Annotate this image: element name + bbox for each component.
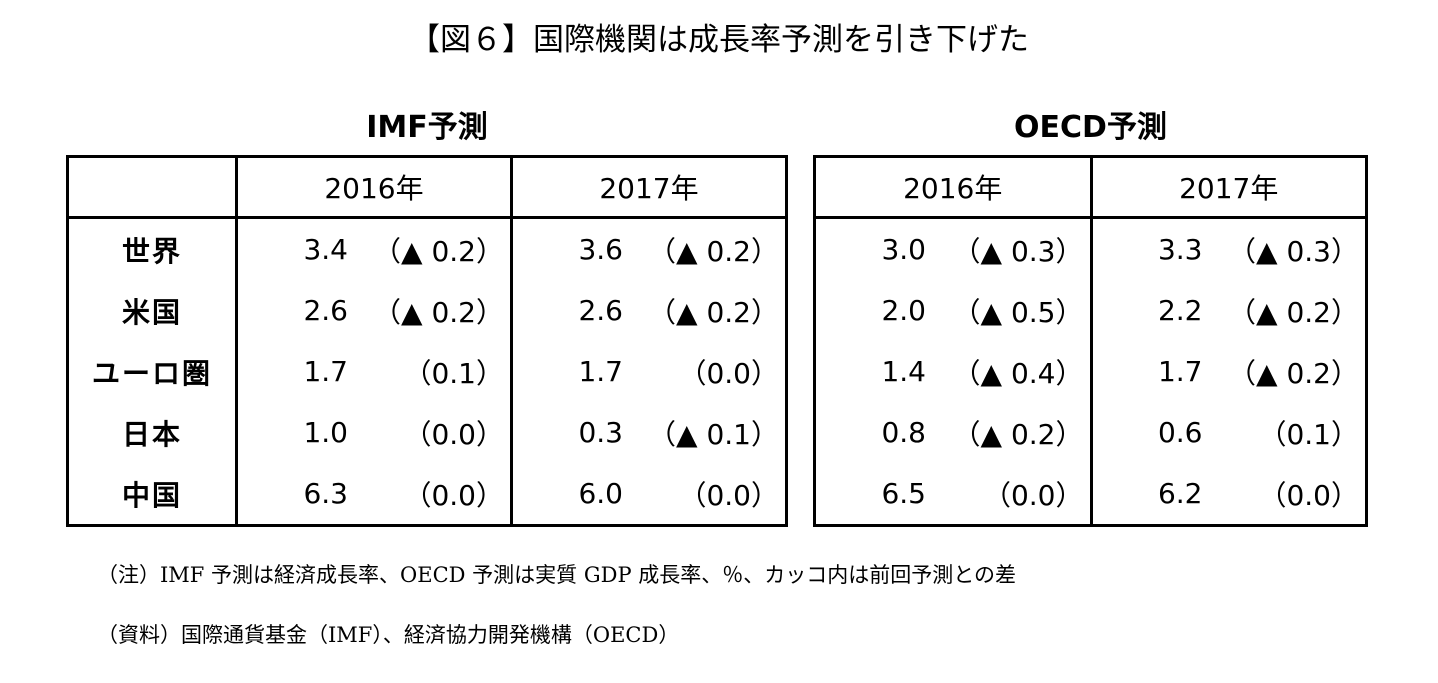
forecast-change: （▲ 0.4） [952, 356, 1084, 390]
imf-cell-y2017: 0.3 （▲ 0.1） [510, 402, 787, 463]
region-label: 米国 [121, 295, 182, 329]
imf-heading: IMF予測 [366, 110, 488, 145]
oecd-cell-y2016: 2.0 （▲ 0.5） [815, 280, 1092, 341]
forecast-change: （▲ 0.1） [648, 417, 779, 451]
forecast-change: （0.0） [403, 417, 504, 451]
forecast-change: （▲ 0.3） [952, 234, 1084, 268]
oecd-cell-y2017: 6.2 （0.0） [1089, 463, 1367, 526]
forecast-change: （▲ 0.2） [648, 234, 779, 268]
forecast-value: 2.2 [1157, 294, 1203, 327]
oecd-table-row: 3.0 （▲ 0.3） 3.3 （▲ 0.3） [815, 217, 1367, 281]
forecast-value: 1.7 [303, 355, 348, 388]
source-note: （資料）国際通貨基金（IMF）、経済協力開発機構（OECD） [97, 623, 680, 647]
forecast-change: （▲ 0.2） [1228, 356, 1359, 390]
imf-year-2016: 2016年 [235, 156, 512, 219]
forecast-change: （0.1） [1258, 417, 1359, 451]
forecast-change: （▲ 0.2） [1228, 295, 1359, 329]
oecd-heading: OECD予測 [1014, 110, 1167, 145]
forecast-value: 3.3 [1157, 233, 1203, 266]
imf-table-row: 世界 3.4 （▲ 0.2） 3.6 （▲ 0.2） [68, 217, 787, 280]
forecast-change: （▲ 0.2） [952, 417, 1084, 451]
imf-table-row: 中国 6.3 （0.0） 6.0 （0.0） [68, 463, 787, 526]
imf-cell-y2016: 2.6 （▲ 0.2） [235, 280, 512, 341]
imf-cell-y2016: 6.3 （0.0） [235, 463, 512, 526]
forecast-value: 3.4 [303, 233, 348, 266]
oecd-cell-y2016: 6.5 （0.0） [815, 463, 1092, 526]
region-label: ユーロ圏 [91, 356, 212, 390]
forecast-change: （▲ 0.2） [373, 234, 504, 268]
imf-header-corner [67, 156, 237, 219]
oecd-table-row: 1.4 （▲ 0.4） 1.7 （▲ 0.2） [815, 341, 1367, 402]
forecast-change: （▲ 0.3） [1228, 234, 1359, 268]
forecast-value: 1.0 [303, 416, 348, 449]
oecd-cell-y2017: 1.7 （▲ 0.2） [1089, 341, 1367, 402]
oecd-year-2017: 2017年 [1089, 156, 1367, 219]
forecast-value: 0.6 [1157, 416, 1203, 449]
imf-cell-y2017: 1.7 （0.0） [510, 341, 787, 402]
oecd-cell-y2017: 3.3 （▲ 0.3） [1089, 217, 1367, 280]
forecast-value: 3.0 [881, 233, 926, 266]
forecast-value: 1.7 [578, 355, 623, 388]
imf-cell-y2016: 1.0 （0.0） [235, 402, 512, 463]
imf-cell-y2017: 6.0 （0.0） [510, 463, 787, 526]
imf-table-row: 米国 2.6 （▲ 0.2） 2.6 （▲ 0.2） [68, 280, 787, 341]
figure-title: 【図６】国際機関は成長率予測を引き下げた [409, 22, 1029, 58]
forecast-change: （0.0） [403, 478, 504, 512]
imf-cell-y2017: 3.6 （▲ 0.2） [510, 217, 787, 280]
imf-table-row: ユーロ圏 1.7 （0.1） 1.7 （0.0） [68, 341, 787, 402]
oecd-cell-y2017: 2.2 （▲ 0.2） [1089, 280, 1367, 341]
forecast-value: 1.7 [1157, 355, 1203, 388]
imf-header-row: 2016年 2017年 [67, 156, 787, 219]
imf-cell-y2017: 2.6 （▲ 0.2） [510, 280, 787, 341]
forecast-change: （▲ 0.2） [648, 295, 779, 329]
oecd-cell-y2016: 0.8 （▲ 0.2） [815, 402, 1092, 463]
imf-cell-y2016: 3.4 （▲ 0.2） [235, 217, 512, 280]
forecast-value: 2.0 [881, 294, 926, 327]
forecast-value: 2.6 [578, 294, 623, 327]
forecast-change: （▲ 0.2） [373, 295, 504, 329]
forecast-change: （▲ 0.5） [952, 295, 1084, 329]
oecd-year-2016: 2016年 [814, 156, 1091, 219]
oecd-cell-y2016: 1.4 （▲ 0.4） [815, 341, 1092, 402]
oecd-cell-y2017: 0.6 （0.1） [1089, 402, 1367, 463]
imf-year-2017: 2017年 [510, 156, 787, 219]
oecd-cell-y2016: 3.0 （▲ 0.3） [815, 218, 1092, 281]
forecast-change: （0.0） [1258, 478, 1359, 512]
forecast-value: 6.5 [881, 477, 926, 510]
forecast-value: 2.6 [303, 294, 348, 327]
forecast-value: 0.3 [578, 416, 623, 449]
forecast-change: （0.0） [678, 478, 779, 512]
imf-cell-y2016: 1.7 （0.1） [235, 341, 512, 402]
forecast-value: 6.0 [578, 477, 623, 510]
forecast-value: 1.4 [881, 355, 926, 388]
oecd-table-row: 0.8 （▲ 0.2） 0.6 （0.1） [815, 402, 1367, 463]
forecast-change: （0.0） [678, 356, 779, 390]
oecd-header-row: 2016年 2017年 [814, 156, 1367, 219]
forecast-change: （0.1） [403, 356, 504, 390]
region-label: 日本 [121, 417, 182, 451]
region-label: 中国 [121, 478, 182, 512]
imf-table: 2016年 2017年 世界 3.4 （▲ 0.2） 3.6 （▲ 0.2） 米国 2.6 （… [66, 155, 788, 527]
oecd-table-row: 2.0 （▲ 0.5） 2.2 （▲ 0.2） [815, 280, 1367, 341]
region-label: 世界 [121, 234, 182, 268]
oecd-table-row: 6.5 （0.0） 6.2 （0.0） [815, 463, 1367, 526]
imf-table-row: 日本 1.0 （0.0） 0.3 （▲ 0.1） [68, 402, 787, 463]
oecd-table: 2016年 2017年 3.0 （▲ 0.3） 3.3 （▲ 0.3） 2.0 （▲ 0.… [813, 155, 1368, 527]
forecast-value: 0.8 [881, 416, 926, 449]
forecast-value: 6.2 [1157, 477, 1203, 510]
forecast-value: 3.6 [578, 233, 623, 266]
footnote: （注）IMF 予測は経済成長率、OECD 予測は実質 GDP 成長率、％、カッコ… [97, 563, 1017, 587]
forecast-change: （0.0） [982, 478, 1084, 512]
forecast-value: 6.3 [303, 477, 348, 510]
